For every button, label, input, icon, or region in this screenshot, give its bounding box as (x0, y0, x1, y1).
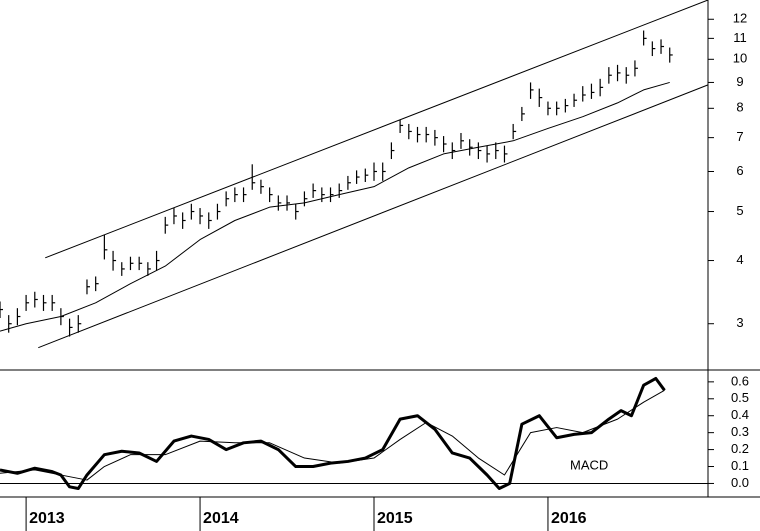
y-tick-label: 10 (733, 51, 747, 66)
y-tick-label: 0.3 (731, 424, 749, 439)
y-tick-label: 8 (736, 100, 743, 115)
x-tick-label: 2015 (377, 510, 413, 527)
y-tick-label: 12 (733, 11, 747, 26)
x-tick-label: 2014 (203, 510, 239, 527)
y-tick-label: 6 (736, 163, 743, 178)
line (38, 84, 709, 349)
line (0, 376, 666, 491)
y-tick-label: 3 (736, 315, 743, 330)
x-tick-label: 2013 (29, 510, 65, 527)
y-tick-label: 0.2 (731, 441, 749, 456)
y-tick-label: 4 (736, 252, 743, 267)
x-tick-label: 2016 (551, 510, 587, 527)
y-tick-label: 0.4 (731, 407, 749, 422)
y-tick-label: 0.6 (731, 373, 749, 388)
line (0, 389, 665, 481)
y-tick-label: 9 (736, 74, 743, 89)
y-tick-label: 11 (733, 30, 747, 45)
line (45, 0, 709, 259)
macd-label: MACD (570, 457, 608, 472)
line (0, 81, 670, 332)
y-tick-label: 5 (736, 203, 743, 218)
y-tick-label: 0.5 (731, 390, 749, 405)
y-tick-label: 0.0 (731, 475, 749, 490)
y-tick-label: 7 (736, 129, 743, 144)
y-tick-label: 0.1 (731, 458, 749, 473)
